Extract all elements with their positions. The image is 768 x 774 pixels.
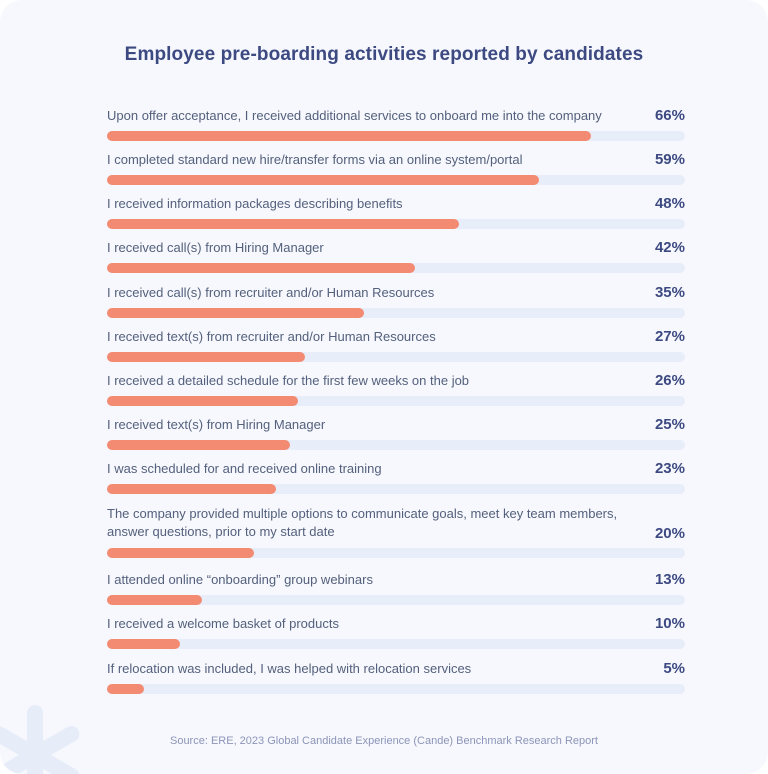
bar	[107, 131, 591, 141]
bar-label: I received information packages describi…	[107, 196, 403, 211]
bar	[107, 639, 180, 649]
chart-title: Employee pre-boarding activities reporte…	[124, 44, 644, 65]
bar-track	[107, 484, 685, 494]
bar-label: The company provided multiple options to…	[107, 506, 618, 539]
bar	[107, 308, 364, 318]
bar	[107, 548, 254, 558]
bar-label: I received a welcome basket of products	[107, 616, 339, 631]
bar	[107, 484, 276, 494]
bar-label: I completed standard new hire/transfer f…	[107, 152, 523, 167]
bar-label: I received text(s) from recruiter and/or…	[107, 329, 436, 344]
source-note: Source: ERE, 2023 Global Candidate Exper…	[169, 735, 598, 747]
bar-value-label: 26%	[654, 372, 685, 389]
bar	[107, 352, 305, 362]
bar-value-label: 25%	[654, 416, 685, 433]
bar	[107, 219, 459, 229]
bar	[107, 440, 290, 450]
bar-track	[107, 440, 685, 450]
bar-track	[107, 131, 685, 141]
bar-track	[107, 639, 685, 649]
bar-track	[107, 684, 685, 694]
bar-track	[107, 548, 685, 558]
bar-value-label: 23%	[654, 460, 685, 477]
bar-label: Upon offer acceptance, I received additi…	[107, 108, 602, 123]
bar-label: I was scheduled for and received online …	[107, 461, 382, 476]
bar-label: I attended online “onboarding” group web…	[107, 572, 373, 587]
asterisk-icon	[0, 705, 80, 774]
bar-track	[107, 263, 685, 273]
bar-value-label: 66%	[654, 107, 685, 124]
bar-value-label: 35%	[654, 284, 685, 301]
bar	[107, 175, 539, 185]
bar-value-label: 10%	[654, 615, 685, 632]
bar	[107, 396, 298, 406]
bar-track	[107, 219, 685, 229]
bar-value-label: 48%	[654, 195, 685, 212]
bar-label: I received call(s) from Hiring Manager	[107, 240, 324, 255]
bar-label: I received call(s) from recruiter and/or…	[107, 285, 435, 300]
bar-value-label: 59%	[654, 151, 685, 168]
bar-track	[107, 595, 685, 605]
bar-label: If relocation was included, I was helped…	[107, 661, 472, 676]
bar-value-label: 13%	[654, 571, 685, 588]
bar	[107, 595, 202, 605]
bar	[107, 684, 144, 694]
bar-label: I received a detailed schedule for the f…	[107, 373, 470, 388]
bar-track	[107, 175, 685, 185]
bar-value-label: 27%	[654, 328, 685, 345]
bar-track	[107, 308, 685, 318]
bar-value-label: 5%	[663, 660, 685, 677]
bar-value-label: 42%	[654, 239, 685, 256]
bar-label: I received text(s) from Hiring Manager	[107, 417, 326, 432]
bar-track	[107, 352, 685, 362]
bar-value-label: 20%	[654, 525, 685, 542]
bar	[107, 263, 415, 273]
bar-track	[107, 396, 685, 406]
